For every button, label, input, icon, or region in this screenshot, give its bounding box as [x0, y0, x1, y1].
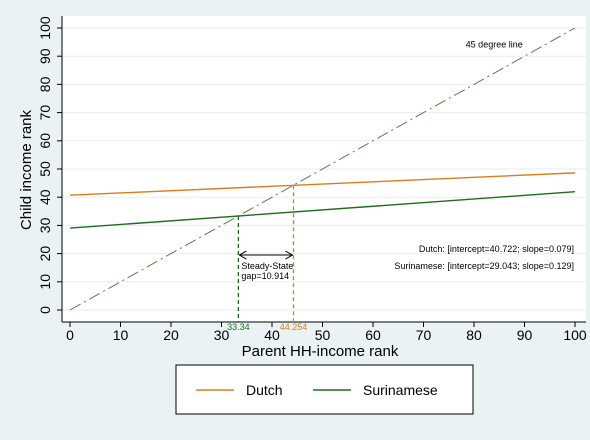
series-line-dutch: [69, 172, 576, 196]
x-tick-label: 70: [416, 327, 432, 343]
x-tick-label: 60: [365, 327, 381, 343]
y-tick-label: 100: [37, 16, 53, 40]
y-tick-label: 20: [37, 246, 53, 262]
annotation-layer: 45 degree line 33.34 44.254 Steady-Stategap…: [227, 40, 574, 332]
x-tick-label: 20: [163, 327, 179, 343]
steady-state-label: 33.34: [227, 322, 250, 332]
y-axis-title: Child income rank: [18, 109, 35, 230]
y-tick-label: 90: [37, 48, 53, 64]
axis-layer: 0 10 20 30 40 50 60 70 80 90 100 0 10 20 30 40 50 60 70 80 9…: [37, 16, 587, 343]
series-layer: [69, 27, 576, 322]
legend: Dutch Surinamese: [175, 364, 474, 415]
x-tick-label: 80: [466, 327, 482, 343]
x-axis-title: Parent HH-income rank: [242, 343, 399, 360]
reference-line-45: [69, 27, 576, 311]
x-tick-label: 30: [214, 327, 230, 343]
y-tick-label: 40: [37, 189, 53, 205]
x-tick-label: 100: [563, 327, 587, 343]
x-tick-label: 10: [113, 327, 129, 343]
reference-line-label: 45 degree line: [466, 40, 523, 50]
x-tick-label: 0: [66, 327, 74, 343]
x-tick-label: 50: [315, 327, 331, 343]
x-tick-label: 40: [264, 327, 280, 343]
y-tick-label: 0: [37, 306, 53, 314]
gap-label-line1: Steady-State: [241, 261, 293, 271]
x-tick-label: 90: [517, 327, 533, 343]
y-tick-label: 60: [37, 133, 53, 149]
y-tick-label: 80: [37, 76, 53, 92]
legend-label-surinamese: Surinamese: [363, 382, 438, 398]
gap-label-line2: gap=10.914: [241, 271, 289, 281]
y-tick-label: 30: [37, 217, 53, 233]
series-line-surinamese: [69, 191, 576, 229]
y-tick-label: 10: [37, 274, 53, 290]
gap-arrow-head-right: [285, 250, 294, 260]
gap-arrow-head-left: [238, 250, 247, 260]
y-tick-label: 50: [37, 161, 53, 177]
coefficient-annotation: Dutch: [intercept=40.722; slope=0.079]: [419, 244, 574, 254]
y-tick-label: 70: [37, 105, 53, 121]
steady-state-label: 44.254: [280, 322, 308, 332]
coefficient-annotation: Surinamese: [intercept=29.043; slope=0.1…: [394, 261, 574, 271]
legend-label-dutch: Dutch: [246, 382, 283, 398]
grid-layer: [62, 27, 586, 311]
